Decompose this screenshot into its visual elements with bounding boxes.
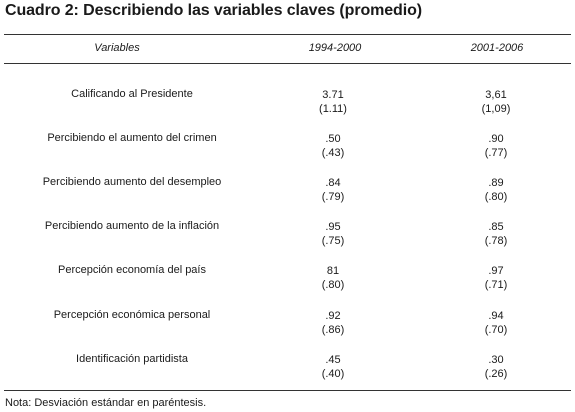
table-row: Percibiendo aumento de la inflación .95 (… — [0, 220, 575, 260]
mean: .89 — [488, 177, 504, 189]
std-dev: (.79) — [321, 191, 345, 203]
mean: .95 — [325, 221, 341, 233]
std-dev: (.77) — [484, 147, 508, 159]
table-row: Calificando al Presidente 3.71 (1.11) 3,6… — [0, 88, 575, 128]
row-label: Percepción económica personal — [53, 309, 211, 321]
std-dev: (.80) — [321, 279, 345, 291]
mean: .94 — [488, 310, 504, 322]
mean: .30 — [488, 354, 504, 366]
mean: .92 — [325, 310, 341, 322]
row-label: Calificando al Presidente — [71, 88, 193, 100]
mean: .85 — [488, 221, 504, 233]
table-note: Nota: Desviación estándar en paréntesis. — [5, 397, 207, 409]
table-row: Identificación partidista .45 (.40) .30 (.… — [0, 353, 575, 393]
value-period-2: .30 (.26) — [456, 353, 536, 381]
std-dev: (.78) — [484, 235, 508, 247]
std-dev: (.80) — [484, 191, 508, 203]
std-dev: (1.11) — [319, 103, 347, 115]
value-period-2: .97 (.71) — [456, 264, 536, 292]
std-dev: (.26) — [484, 368, 508, 380]
value-period-2: .94 (.70) — [456, 309, 536, 337]
mean: 81 — [326, 265, 340, 277]
value-period-2: .85 (.78) — [456, 220, 536, 248]
value-period-1: 3.71 (1.11) — [293, 88, 373, 116]
value-period-1: .92 (.86) — [293, 309, 373, 337]
value-period-1: .50 (.43) — [293, 132, 373, 160]
header-period-2: 2001-2006 — [470, 42, 524, 54]
row-label: Identificación partidista — [76, 353, 188, 365]
value-period-2: .90 (.77) — [456, 132, 536, 160]
table-row: Percepción economía del país 81 (.80) .97… — [0, 264, 575, 304]
mean: 3.71 — [322, 89, 344, 101]
table-title: Cuadro 2: Describiendo las variables cla… — [5, 2, 422, 19]
table-row: Percibiendo el aumento del crimen .50 (.4… — [0, 132, 575, 172]
row-label: Percibiendo aumento del desempleo — [42, 176, 222, 188]
bottom-rule — [4, 390, 571, 391]
header-rule — [4, 63, 571, 64]
mean: .50 — [325, 133, 341, 145]
mean: .84 — [325, 177, 341, 189]
value-period-2: .89 (.80) — [456, 176, 536, 204]
table-row: Percibiendo aumento del desempleo .84 (.7… — [0, 176, 575, 216]
top-rule — [4, 34, 571, 35]
std-dev: (.75) — [321, 235, 345, 247]
mean: .45 — [325, 354, 341, 366]
header-period-1: 1994-2000 — [308, 42, 362, 54]
mean: 3,61 — [485, 89, 507, 101]
header-variables: Variables — [94, 42, 140, 54]
value-period-2: 3,61 (1,09) — [456, 88, 536, 116]
value-period-1: 81 (.80) — [293, 264, 373, 292]
row-label: Percepción economía del país — [58, 264, 206, 276]
table-row: Percepción económica personal .92 (.86) .… — [0, 309, 575, 349]
std-dev: (.40) — [321, 368, 345, 380]
row-label: Percibiendo aumento de la inflación — [44, 220, 220, 232]
mean: .97 — [488, 265, 504, 277]
value-period-1: .45 (.40) — [293, 353, 373, 381]
std-dev: (.43) — [321, 147, 345, 159]
std-dev: (.86) — [321, 324, 345, 336]
value-period-1: .84 (.79) — [293, 176, 373, 204]
std-dev: (.71) — [484, 279, 508, 291]
std-dev: (1,09) — [481, 103, 511, 115]
value-period-1: .95 (.75) — [293, 220, 373, 248]
mean: .90 — [488, 133, 504, 145]
row-label: Percibiendo el aumento del crimen — [47, 132, 217, 144]
std-dev: (.70) — [484, 324, 508, 336]
